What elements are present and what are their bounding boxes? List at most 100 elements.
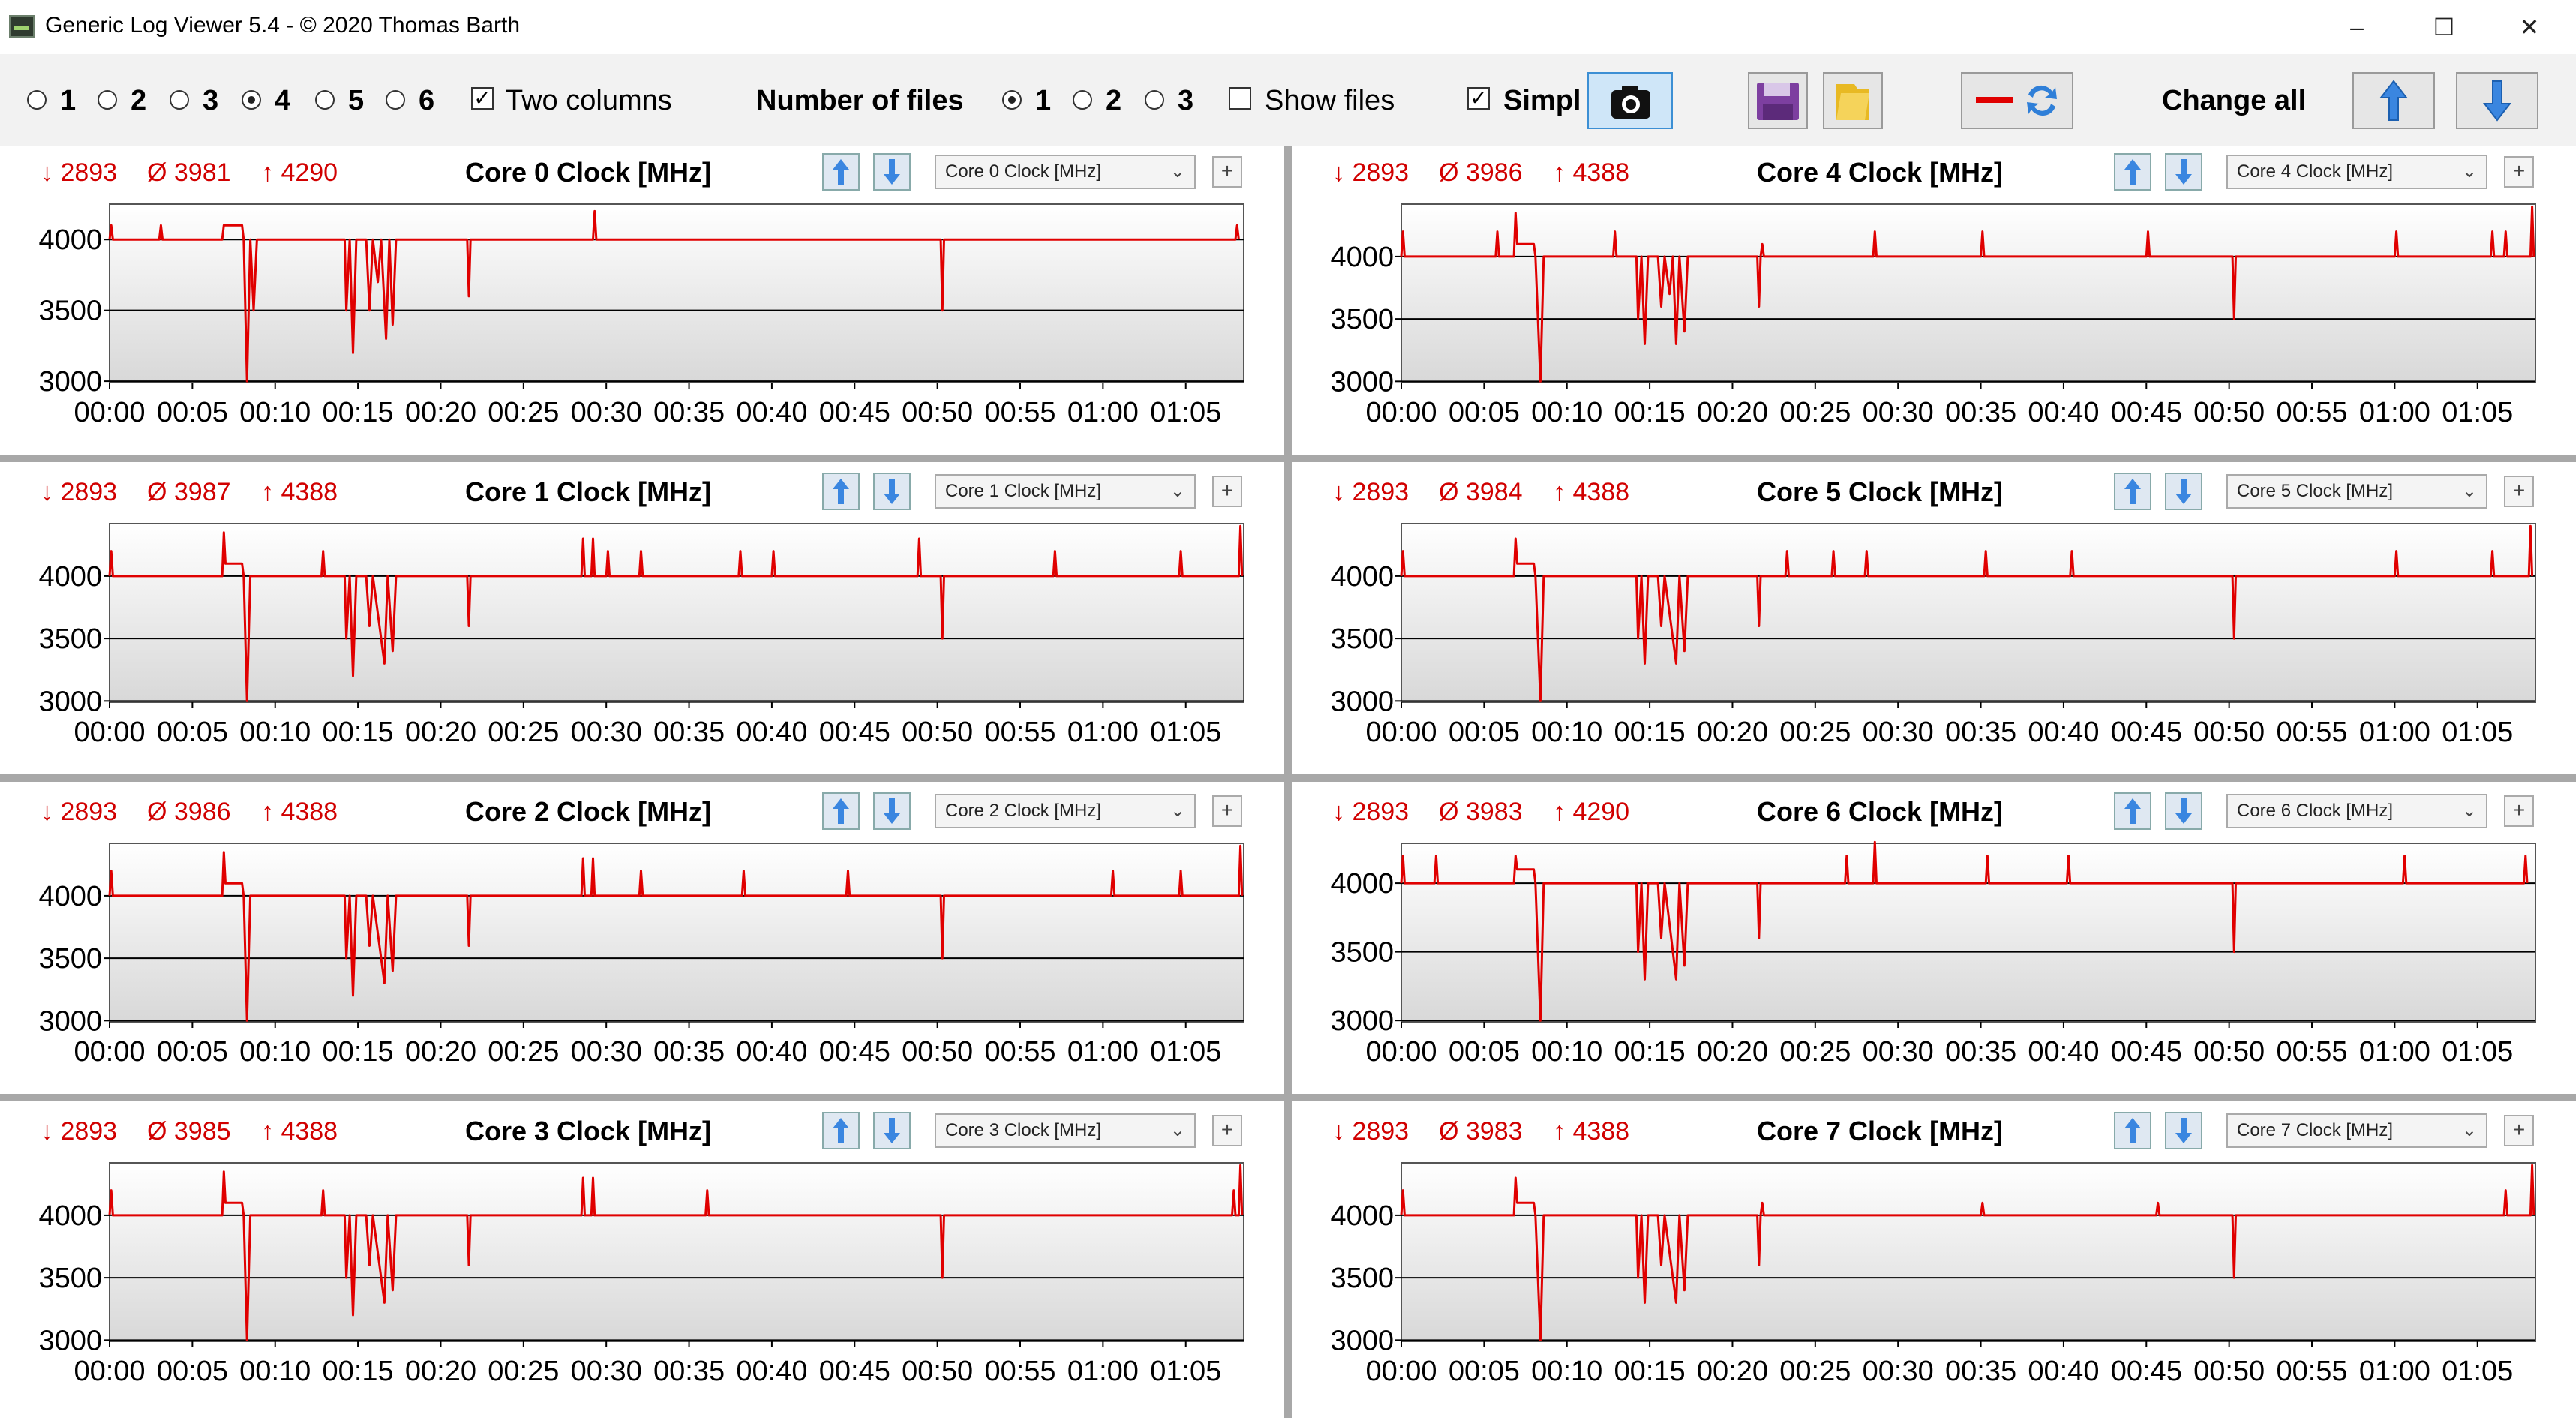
chart-title: Core 5 Clock [MHz] [1757,476,2004,507]
y-tick-label: 3000 [1330,1325,1394,1356]
x-tick-label: 01:05 [1150,397,1221,428]
min-value: ↓ 2893 [1332,1117,1410,1146]
y-tick-label: 4000 [38,224,102,256]
move-up-button[interactable] [822,473,860,510]
series-select[interactable]: Core 2 Clock [MHz] ⌄ [935,794,1196,828]
y-tick-label: 3000 [1330,686,1394,717]
move-down-button[interactable] [873,153,911,191]
series-select[interactable]: Core 1 Clock [MHz] ⌄ [935,474,1196,509]
move-up-button[interactable] [822,1112,860,1149]
files-radio-label: 3 [1178,85,1194,116]
move-up-all-button[interactable] [2352,72,2435,129]
screenshot-button[interactable] [1587,72,1673,129]
move-up-button[interactable] [2114,153,2151,191]
save-button[interactable] [1748,72,1808,129]
x-tick-label: 00:15 [323,1356,394,1387]
chevron-down-icon: ⌄ [1169,481,1185,501]
move-down-button[interactable] [873,473,911,510]
move-up-button[interactable] [2114,792,2151,830]
x-tick-label: 00:10 [239,717,311,748]
open-folder-button[interactable] [1823,72,1883,129]
chart-title: Core 3 Clock [MHz] [465,1116,712,1146]
x-tick-label: 00:15 [1614,717,1686,748]
move-up-button[interactable] [2114,473,2151,510]
series-select[interactable]: Core 3 Clock [MHz] ⌄ [935,1113,1196,1148]
files-radio-2[interactable] [1073,90,1092,110]
remove-swap-button[interactable] [1961,72,2073,129]
chart: 3000 3500 4000 00:00 00:05 00:10 00:15 00:20 00:… [1330,523,2536,748]
move-up-button[interactable] [822,792,860,830]
maximize-button[interactable]: ☐ [2433,14,2455,41]
x-tick-label: 00:35 [653,717,725,748]
arrow-up-icon [833,159,849,185]
arrow-up-icon [2124,479,2141,504]
max-value: ↑ 4388 [261,478,338,506]
x-tick-label: 00:00 [74,1036,145,1068]
x-tick-label: 01:00 [2359,397,2430,428]
x-tick-label: 01:00 [2359,1036,2430,1068]
add-series-button[interactable]: + [1212,476,1242,507]
series-select[interactable]: Core 7 Clock [MHz] ⌄ [2226,1113,2487,1148]
columns-radio-2[interactable] [98,90,117,110]
add-series-button[interactable]: + [2504,795,2534,827]
x-tick-label: 01:05 [1150,1036,1221,1068]
columns-radio-3[interactable] [170,90,189,110]
x-tick-label: 00:20 [405,1356,476,1387]
x-tick-label: 00:25 [488,397,559,428]
minimize-button[interactable]: – [2350,14,2364,41]
arrow-down-icon [2175,479,2192,504]
simple-label: Simpl [1503,85,1581,116]
move-down-all-button[interactable] [2456,72,2538,129]
move-up-button[interactable] [822,153,860,191]
move-down-button[interactable] [873,1112,911,1149]
x-tick-label: 00:00 [1365,1036,1437,1068]
add-series-button[interactable]: + [1212,156,1242,188]
y-tick-label: 3500 [38,623,102,655]
series-select[interactable]: Core 0 Clock [MHz] ⌄ [935,155,1196,189]
move-down-button[interactable] [2165,792,2202,830]
columns-radio-4[interactable] [242,90,261,110]
x-tick-label: 00:25 [1779,1356,1851,1387]
two-columns-checkbox[interactable]: ✓ [471,87,494,110]
add-series-button[interactable]: + [1212,1115,1242,1146]
add-series-button[interactable]: + [2504,476,2534,507]
move-down-button[interactable] [873,792,911,830]
close-button[interactable]: ✕ [2519,14,2540,41]
chevron-down-icon: ⌄ [2461,161,2477,182]
series-select[interactable]: Core 6 Clock [MHz] ⌄ [2226,794,2487,828]
x-tick-label: 00:30 [1863,1036,1934,1068]
columns-radio-6[interactable] [386,90,405,110]
x-tick-label: 00:25 [488,1036,559,1068]
add-series-button[interactable]: + [2504,1115,2534,1146]
avg-value: Ø 3987 [147,478,231,506]
chart-panel: ↓ 2893 Ø 3983 ↑ 4290 Core 6 Clock [MHz] Core… [1292,785,2576,1094]
columns-radio-5[interactable] [315,90,335,110]
move-down-button[interactable] [2165,473,2202,510]
show-files-checkbox[interactable] [1229,87,1251,110]
series-line [108,1164,1244,1341]
x-tick-label: 00:15 [1614,1036,1686,1068]
x-tick-label: 00:00 [1365,397,1437,428]
files-radio-3[interactable] [1145,90,1164,110]
files-radio-1[interactable] [1002,90,1022,110]
move-down-button[interactable] [2165,153,2202,191]
move-up-button[interactable] [2114,1112,2151,1149]
series-select[interactable]: Core 4 Clock [MHz] ⌄ [2226,155,2487,189]
min-value: ↓ 2893 [1332,158,1410,187]
remove-swap-icon [1976,85,2057,116]
column-divider [1284,146,1292,1418]
x-tick-label: 00:10 [1531,397,1602,428]
simple-checkbox[interactable]: ✓ [1467,87,1490,110]
columns-radio-label: 3 [203,85,219,116]
x-tick-label: 00:20 [1697,397,1768,428]
x-tick-label: 00:40 [2028,717,2099,748]
x-tick-label: 00:35 [1945,1356,2016,1387]
series-select[interactable]: Core 5 Clock [MHz] ⌄ [2226,474,2487,509]
avg-value: Ø 3986 [1439,158,1523,187]
add-series-button[interactable]: + [2504,156,2534,188]
move-down-button[interactable] [2165,1112,2202,1149]
chart: 3000 3500 4000 00:00 00:05 00:10 00:15 00:20 00:… [38,843,1244,1068]
toolbar: ✓ Two columns Number of files Show files… [0,54,2576,146]
columns-radio-1[interactable] [27,90,47,110]
add-series-button[interactable]: + [1212,795,1242,827]
